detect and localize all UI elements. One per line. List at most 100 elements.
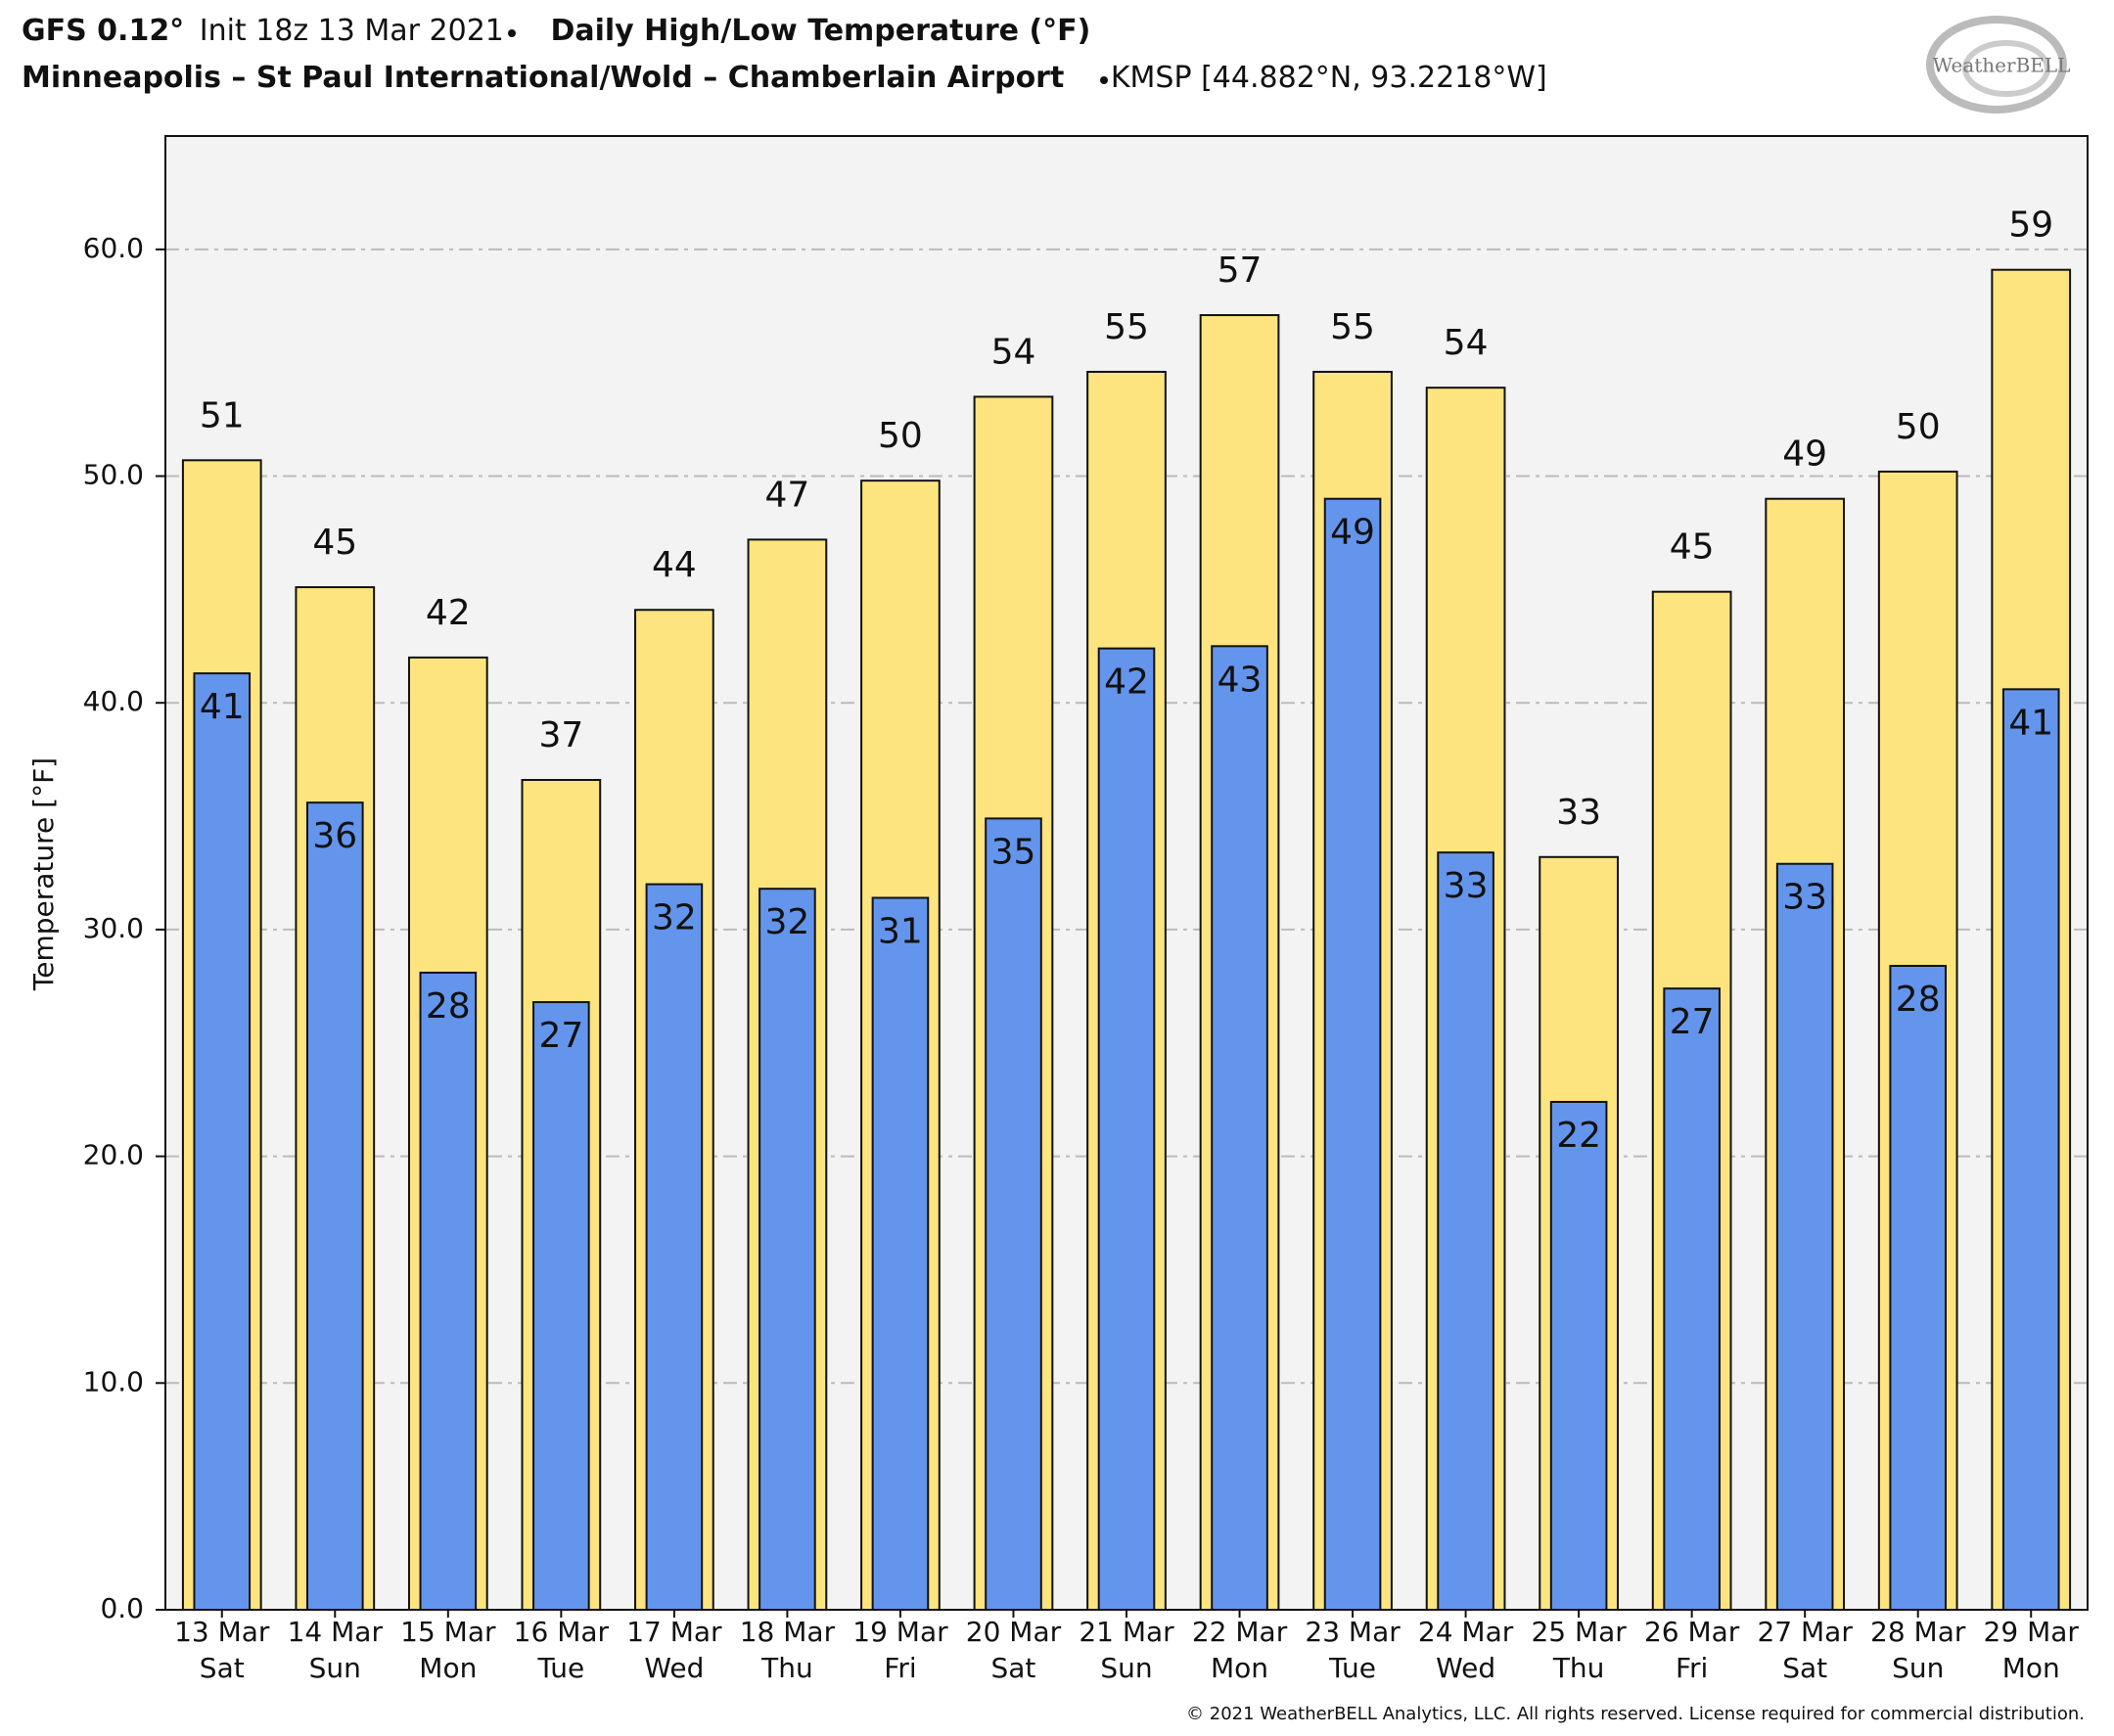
high-value-label: 50 (1896, 407, 1941, 447)
high-value-label: 45 (312, 523, 357, 563)
x-tick-weekday: Sun (309, 1652, 361, 1684)
high-value-label: 45 (1670, 527, 1715, 568)
low-value-label: 27 (538, 1016, 583, 1056)
low-bar (1211, 645, 1268, 1611)
high-value-label: 44 (652, 545, 697, 585)
x-tick-label: 28 Mar (1870, 1616, 1966, 1648)
low-value-label: 43 (1218, 660, 1263, 700)
x-tick-weekday: Thu (1552, 1652, 1605, 1684)
high-value-label: 54 (1444, 323, 1489, 363)
low-bar (193, 672, 252, 1611)
logo: WeatherBELL (1926, 16, 2071, 114)
x-tick-weekday: Mon (419, 1652, 477, 1684)
logo-text: WeatherBELL (1933, 54, 2071, 77)
x-tick-weekday: Thu (760, 1652, 813, 1684)
low-value-label: 22 (1556, 1116, 1601, 1156)
high-value-label: 37 (538, 715, 583, 755)
chart-title: Daily High/Low Temperature (°F) (550, 14, 1090, 48)
y-tick-label: 60.0 (83, 232, 144, 264)
low-bar (532, 1001, 590, 1611)
plot-frame (164, 135, 2089, 1611)
x-tick-label: 23 Mar (1305, 1616, 1401, 1648)
x-tick-weekday: Mon (2002, 1652, 2060, 1684)
high-value-label: 47 (765, 475, 810, 515)
separator (1100, 76, 1108, 84)
y-tick-label: 40.0 (83, 685, 144, 717)
init: Init 18z 13 Mar 2021 (200, 14, 504, 48)
low-value-label: 33 (1444, 866, 1489, 906)
x-tick-label: 17 Mar (626, 1616, 722, 1648)
low-bar (1663, 987, 1721, 1611)
high-value-label: 57 (1218, 251, 1263, 291)
y-tick-label: 30.0 (83, 912, 144, 944)
x-tick-weekday: Tue (1328, 1652, 1376, 1684)
x-tick-weekday: Sat (1782, 1652, 1827, 1684)
low-bar (758, 888, 816, 1611)
x-tick-label: 25 Mar (1531, 1616, 1627, 1648)
low-value-label: 27 (1670, 1002, 1715, 1042)
x-tick-label: 15 Mar (400, 1616, 496, 1648)
logo-swirl (1962, 40, 2050, 97)
low-bar (1889, 964, 1948, 1611)
low-bar (985, 817, 1042, 1611)
x-tick-weekday: Mon (1211, 1652, 1268, 1684)
x-tick-label: 13 Mar (174, 1616, 270, 1648)
x-tick-label: 18 Mar (740, 1616, 836, 1648)
station: KMSP [44.882°N, 93.2218°W] (1111, 61, 1547, 95)
x-tick-label: 20 Mar (966, 1616, 1062, 1648)
x-tick-weekday: Fri (884, 1652, 916, 1684)
x-tick-weekday: Wed (1436, 1652, 1495, 1684)
x-tick-label: 22 Mar (1192, 1616, 1288, 1648)
low-bar (1775, 862, 1834, 1611)
model: GFS 0.12° (22, 14, 184, 48)
low-value-label: 31 (878, 911, 923, 951)
low-bar (645, 883, 704, 1611)
high-value-label: 33 (1556, 793, 1601, 833)
x-tick-label: 24 Mar (1418, 1616, 1514, 1648)
y-axis-label: Temperature [°F] (27, 757, 60, 991)
low-bar (2001, 688, 2060, 1611)
footer: © 2021 WeatherBELL Analytics, LLC. All r… (1186, 1704, 2085, 1724)
subtitle-line: Minneapolis – St Paul International/Wold… (22, 61, 1547, 95)
x-tick-weekday: Sun (1100, 1652, 1152, 1684)
low-value-label: 28 (1896, 980, 1941, 1020)
low-value-label: 41 (2008, 703, 2053, 743)
title-line: GFS 0.12° Init 18z 13 Mar 2021 Daily Hig… (22, 14, 1090, 48)
x-tick-label: 26 Mar (1644, 1616, 1740, 1648)
low-bar (1549, 1101, 1608, 1612)
x-tick-label: 27 Mar (1757, 1616, 1853, 1648)
low-value-label: 32 (652, 898, 697, 938)
low-bar (871, 896, 930, 1611)
high-value-label: 50 (878, 416, 923, 456)
separator (508, 29, 516, 37)
high-value-label: 59 (2008, 206, 2053, 246)
low-bar (1437, 851, 1494, 1611)
y-tick-label: 20.0 (83, 1139, 144, 1171)
low-bar (305, 801, 364, 1611)
subtitle: Minneapolis – St Paul International/Wold… (22, 61, 1064, 95)
high-value-label: 55 (1330, 307, 1375, 347)
high-value-label: 55 (1104, 307, 1149, 347)
y-tick-label: 50.0 (83, 459, 144, 491)
high-value-label: 49 (1782, 434, 1827, 475)
y-tick-label: 0.0 (100, 1592, 144, 1624)
low-value-label: 41 (200, 687, 245, 727)
low-value-label: 28 (426, 986, 471, 1027)
x-tick-label: 14 Mar (288, 1616, 384, 1648)
low-value-label: 42 (1104, 662, 1149, 703)
x-tick-label: 16 Mar (514, 1616, 610, 1648)
logo-swirl (1926, 16, 2067, 114)
high-value-label: 51 (200, 395, 245, 435)
low-value-label: 33 (1782, 878, 1827, 918)
x-tick-weekday: Tue (536, 1652, 584, 1684)
x-tick-weekday: Sun (1892, 1652, 1944, 1684)
x-tick-weekday: Wed (644, 1652, 704, 1684)
low-value-label: 35 (991, 832, 1036, 872)
high-value-label: 54 (991, 332, 1036, 372)
low-value-label: 36 (312, 816, 357, 856)
y-tick-label: 10.0 (83, 1365, 144, 1397)
x-tick-label: 19 Mar (852, 1616, 948, 1648)
x-tick-label: 21 Mar (1079, 1616, 1174, 1648)
